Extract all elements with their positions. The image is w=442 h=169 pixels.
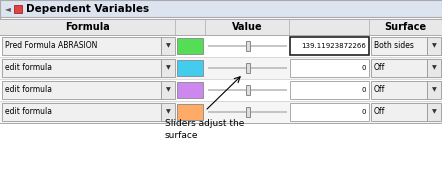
FancyBboxPatch shape bbox=[290, 81, 369, 99]
Text: Both sides: Both sides bbox=[374, 42, 414, 51]
Text: edit formula: edit formula bbox=[5, 86, 52, 94]
FancyBboxPatch shape bbox=[177, 82, 203, 98]
FancyBboxPatch shape bbox=[245, 107, 249, 117]
Text: Pred Formula ABRASION: Pred Formula ABRASION bbox=[5, 42, 97, 51]
Text: 0: 0 bbox=[362, 65, 366, 71]
Text: 0: 0 bbox=[362, 87, 366, 93]
Text: ▼: ▼ bbox=[432, 43, 436, 49]
FancyBboxPatch shape bbox=[2, 59, 161, 77]
FancyBboxPatch shape bbox=[290, 37, 369, 55]
FancyBboxPatch shape bbox=[427, 37, 441, 55]
FancyBboxPatch shape bbox=[2, 103, 161, 121]
FancyBboxPatch shape bbox=[177, 104, 203, 120]
FancyBboxPatch shape bbox=[245, 41, 249, 51]
Text: 139.11923872266: 139.11923872266 bbox=[301, 43, 366, 49]
Text: edit formula: edit formula bbox=[5, 64, 52, 73]
FancyBboxPatch shape bbox=[290, 59, 369, 77]
FancyBboxPatch shape bbox=[177, 60, 203, 76]
FancyBboxPatch shape bbox=[0, 35, 442, 57]
FancyBboxPatch shape bbox=[245, 63, 249, 73]
FancyBboxPatch shape bbox=[0, 101, 442, 123]
Text: ▼: ▼ bbox=[166, 110, 170, 115]
FancyBboxPatch shape bbox=[0, 0, 442, 17]
FancyBboxPatch shape bbox=[161, 37, 175, 55]
FancyBboxPatch shape bbox=[0, 79, 442, 101]
Text: ▼: ▼ bbox=[432, 88, 436, 92]
Text: ▼: ▼ bbox=[432, 66, 436, 70]
Text: Formula: Formula bbox=[65, 22, 110, 32]
FancyBboxPatch shape bbox=[0, 57, 442, 79]
Text: ▼: ▼ bbox=[432, 110, 436, 115]
FancyBboxPatch shape bbox=[371, 59, 427, 77]
FancyBboxPatch shape bbox=[427, 103, 441, 121]
Text: 0: 0 bbox=[362, 109, 366, 115]
Text: ▼: ▼ bbox=[166, 66, 170, 70]
Text: edit formula: edit formula bbox=[5, 107, 52, 116]
Text: Value: Value bbox=[232, 22, 263, 32]
Text: Off: Off bbox=[374, 64, 385, 73]
Text: Off: Off bbox=[374, 86, 385, 94]
FancyBboxPatch shape bbox=[371, 81, 427, 99]
Text: Surface: Surface bbox=[385, 22, 427, 32]
FancyBboxPatch shape bbox=[2, 81, 161, 99]
FancyBboxPatch shape bbox=[245, 85, 249, 95]
FancyBboxPatch shape bbox=[177, 38, 203, 54]
FancyBboxPatch shape bbox=[0, 123, 442, 169]
FancyBboxPatch shape bbox=[14, 5, 22, 13]
FancyBboxPatch shape bbox=[2, 37, 161, 55]
FancyBboxPatch shape bbox=[161, 103, 175, 121]
FancyBboxPatch shape bbox=[161, 59, 175, 77]
Text: Off: Off bbox=[374, 107, 385, 116]
Text: ◄: ◄ bbox=[5, 4, 11, 13]
FancyBboxPatch shape bbox=[0, 19, 442, 35]
FancyBboxPatch shape bbox=[427, 81, 441, 99]
FancyBboxPatch shape bbox=[290, 103, 369, 121]
Text: ▼: ▼ bbox=[166, 43, 170, 49]
Text: ▼: ▼ bbox=[166, 88, 170, 92]
Text: Sliders adjust the
surface: Sliders adjust the surface bbox=[165, 119, 244, 140]
FancyBboxPatch shape bbox=[371, 37, 427, 55]
FancyBboxPatch shape bbox=[371, 103, 427, 121]
FancyBboxPatch shape bbox=[427, 59, 441, 77]
Text: Dependent Variables: Dependent Variables bbox=[26, 4, 149, 14]
FancyBboxPatch shape bbox=[161, 81, 175, 99]
